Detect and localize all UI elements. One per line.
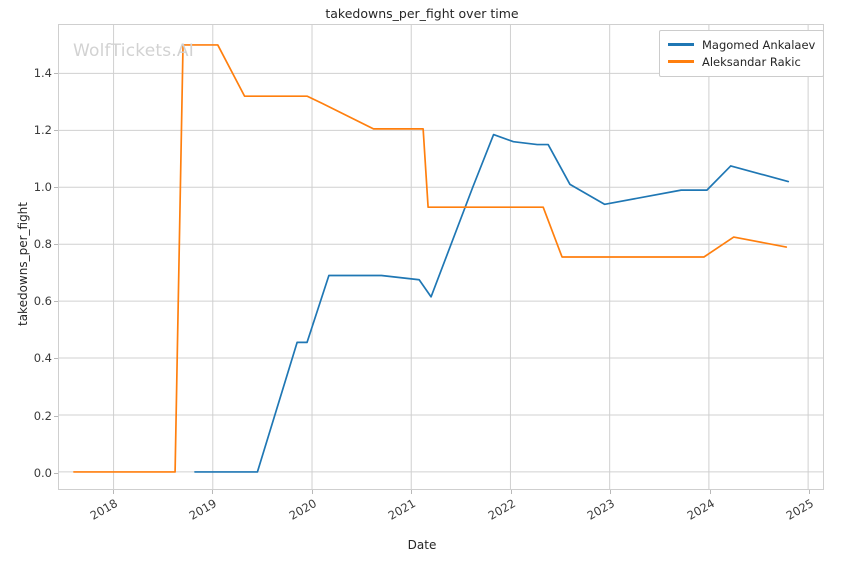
x-tick-mark xyxy=(709,490,711,494)
chart-title: takedowns_per_fight over time xyxy=(325,6,519,21)
plot-area: WolfTickets.AI xyxy=(58,24,824,490)
x-tick-mark xyxy=(411,490,413,494)
y-tick-label: 0.8 xyxy=(33,237,52,252)
x-tick-mark xyxy=(809,490,811,494)
y-tick-mark xyxy=(54,415,58,417)
x-tick-mark xyxy=(212,490,214,494)
data-series-lines xyxy=(73,44,790,473)
x-tick-label: 2018 xyxy=(87,496,120,523)
x-tick-label: 2023 xyxy=(584,496,618,523)
y-tick-label: 0.6 xyxy=(33,294,52,309)
y-tick-label: 1.2 xyxy=(33,122,52,137)
legend-item[interactable]: Magomed Ankalaev xyxy=(668,36,815,53)
x-tick-label: 2020 xyxy=(286,496,319,523)
y-tick-mark xyxy=(54,72,58,74)
legend-label: Aleksandar Rakic xyxy=(702,54,801,69)
watermark: WolfTickets.AI xyxy=(73,41,194,61)
y-tick-label: 1.4 xyxy=(33,65,52,80)
y-tick-mark xyxy=(54,244,58,246)
x-tick-label: 2019 xyxy=(186,496,220,523)
y-tick-label: 0.2 xyxy=(33,408,52,423)
y-tick-label: 0.4 xyxy=(33,351,52,366)
x-tick-mark xyxy=(610,490,612,494)
x-tick-mark xyxy=(510,490,512,494)
y-tick-mark xyxy=(54,472,58,474)
x-tick-label: 2022 xyxy=(485,496,518,523)
x-tick-label: 2024 xyxy=(684,496,717,523)
x-tick-mark xyxy=(112,490,114,494)
series-line-1 xyxy=(73,44,788,473)
x-tick-mark xyxy=(311,490,313,494)
legend-color-swatch xyxy=(668,43,694,46)
legend-label: Magomed Ankalaev xyxy=(702,37,816,52)
y-tick-mark xyxy=(54,186,58,188)
x-tick-label: 2021 xyxy=(385,496,419,523)
y-tick-label: 0.0 xyxy=(33,465,52,480)
x-axis-label: Date xyxy=(407,538,437,552)
legend-color-swatch xyxy=(668,60,694,63)
x-tick-label: 2025 xyxy=(783,496,817,523)
series-line-0 xyxy=(194,133,790,473)
y-tick-mark xyxy=(54,358,58,360)
y-tick-label: 1.0 xyxy=(33,179,52,194)
legend-item[interactable]: Aleksandar Rakic xyxy=(668,53,815,70)
y-tick-mark xyxy=(54,301,58,303)
grid-lines xyxy=(59,25,823,489)
chart-legend[interactable]: Magomed Ankalaev Aleksandar Rakic xyxy=(659,30,825,77)
y-tick-mark xyxy=(54,129,58,131)
